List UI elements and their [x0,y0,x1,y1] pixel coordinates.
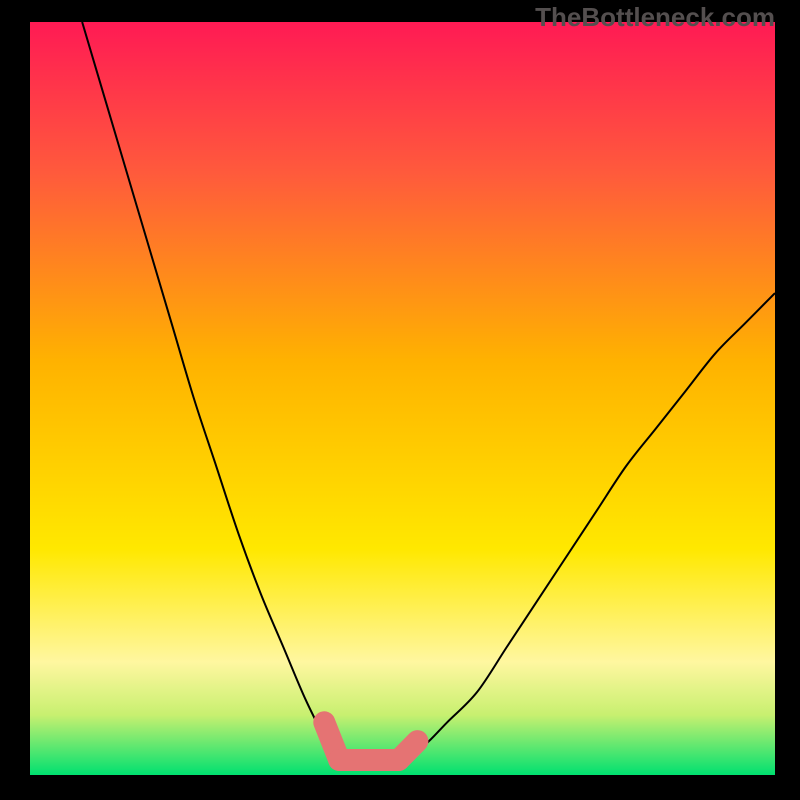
watermark-label: TheBottleneck.com [535,2,775,33]
gradient-background [30,22,775,775]
chart-container: TheBottleneck.com [0,0,800,800]
plot-area [30,22,775,775]
chart-svg [30,22,775,775]
